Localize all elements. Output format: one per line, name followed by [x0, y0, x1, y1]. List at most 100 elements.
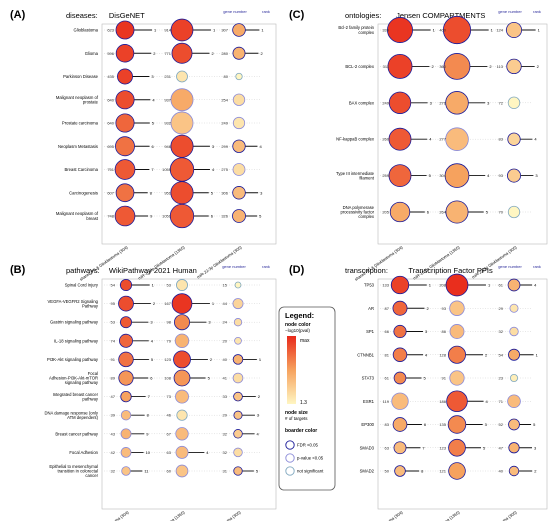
legend-color-subtitle: −log10(pval) — [285, 328, 310, 333]
data-point — [232, 163, 246, 176]
rank-label: 6 — [424, 422, 427, 427]
data-point — [115, 90, 135, 110]
data-point — [393, 324, 407, 339]
point-value-label: 299 — [221, 144, 228, 149]
data-point — [388, 127, 412, 151]
point-value-label: 52 — [499, 422, 504, 427]
row-label: Epithelial to mesenchymal — [49, 464, 98, 469]
legend-border-label: not significant — [297, 469, 324, 474]
rank-label: 3 — [151, 74, 154, 79]
data-point — [118, 295, 134, 312]
rank-label: 5 — [424, 376, 427, 381]
data-point — [507, 205, 521, 219]
point-value-label: 249 — [382, 100, 389, 105]
data-point — [392, 417, 408, 432]
data-point — [391, 392, 409, 410]
row-label: VEGFA-VEGFR2 Signaling — [47, 299, 98, 304]
panel-tag: (A) — [10, 9, 26, 21]
point-value-label: 133 — [382, 283, 389, 288]
point-value-label: 50 — [385, 469, 390, 474]
point-value-label: 40 — [223, 357, 228, 362]
point-value-label: 63 — [167, 450, 172, 455]
point-value-label: 124 — [496, 28, 503, 33]
point-value-label: 47 — [499, 445, 504, 450]
rank-label: 1 — [259, 357, 262, 362]
point-value-label: 53 — [167, 283, 172, 288]
data-point — [445, 127, 469, 151]
row-label: PI3K-Akt signaling pathway — [47, 357, 99, 362]
legend-color-title: node color — [285, 322, 311, 328]
row-label: Breast cancer pathway — [55, 431, 99, 436]
point-value-label: 98 — [167, 320, 172, 325]
point-value-label: 39 — [111, 413, 116, 418]
point-value-label: 306 — [221, 190, 228, 195]
panel-title-prefix: pathways: — [66, 266, 100, 275]
rank-label: 2 — [210, 357, 213, 362]
row-label: Glioma — [85, 51, 99, 56]
legend-border-swatch — [285, 466, 295, 476]
rank-label: 1 — [261, 28, 264, 33]
column-label: miR-22-3p Glioblastoma (305) — [471, 509, 518, 521]
rank-label: 6 — [150, 376, 153, 381]
rank-label: 6 — [211, 214, 214, 219]
point-value-label: 89 — [111, 376, 116, 381]
column-label: miR-16-5p Glioblastoma (1365) — [412, 509, 461, 521]
data-point — [232, 46, 246, 60]
point-value-label: 946 — [164, 144, 171, 149]
point-value-label: 29 — [499, 306, 504, 311]
data-point — [505, 21, 523, 39]
point-value-label: 113 — [497, 64, 504, 69]
panel-b: (B) pathways: WikiPathway 2021 Human gene n… — [10, 264, 277, 521]
gene-number-header: gene number — [498, 9, 522, 14]
data-point — [170, 18, 194, 42]
rank-label: 4 — [534, 137, 537, 142]
point-value-label: 81 — [385, 352, 390, 357]
point-value-label: 123 — [439, 445, 446, 450]
data-point — [175, 427, 189, 441]
rank-label: 2 — [153, 301, 156, 306]
point-value-label: 123 — [164, 357, 171, 362]
point-value-label: 29 — [223, 413, 228, 418]
data-point — [449, 300, 465, 316]
legend-title: Legend: — [285, 311, 314, 320]
legend-min-label: 1.3 — [300, 400, 307, 406]
point-value-label: 254 — [221, 97, 228, 102]
row-label: IL-18 signaling pathway — [54, 338, 99, 343]
rank-label: 5 — [208, 376, 211, 381]
data-point — [232, 372, 244, 384]
row-label: BAX complex — [349, 100, 375, 105]
point-value-label: 640 — [107, 121, 114, 126]
point-value-label: 20 — [223, 338, 228, 343]
data-point — [118, 351, 134, 368]
data-point — [449, 370, 465, 386]
row-label: TP53 — [364, 283, 375, 288]
data-point — [445, 200, 469, 224]
point-value-label: 119 — [383, 399, 390, 404]
point-value-label: 23 — [499, 376, 504, 381]
legend-border-swatch — [285, 440, 295, 450]
rank-label: 5 — [533, 422, 536, 427]
data-point — [509, 303, 519, 313]
rank-label: 10 — [146, 450, 151, 455]
point-value-label: 83 — [385, 422, 390, 427]
data-point — [447, 415, 467, 434]
panel-tag: (B) — [10, 264, 26, 276]
rank-label: 1 — [429, 283, 432, 288]
point-value-label: 135 — [439, 422, 446, 427]
panel-tag: (C) — [289, 9, 305, 21]
point-value-label: 640 — [107, 97, 114, 102]
row-label: Pathway — [82, 303, 99, 308]
legend-border-title: boarder color — [285, 428, 317, 434]
data-point — [232, 23, 246, 37]
row-label: BCL-2 complex — [345, 64, 375, 69]
data-point — [448, 345, 466, 364]
data-point — [388, 164, 412, 187]
point-value-label: 771 — [164, 51, 171, 56]
column-label: miR-22-3p Glioblastoma (305) — [196, 244, 243, 279]
rank-label: 1 — [433, 28, 436, 33]
point-value-label: 40 — [499, 469, 504, 474]
data-point — [115, 183, 135, 203]
data-point — [392, 347, 408, 362]
row-label: cancer — [85, 473, 98, 478]
